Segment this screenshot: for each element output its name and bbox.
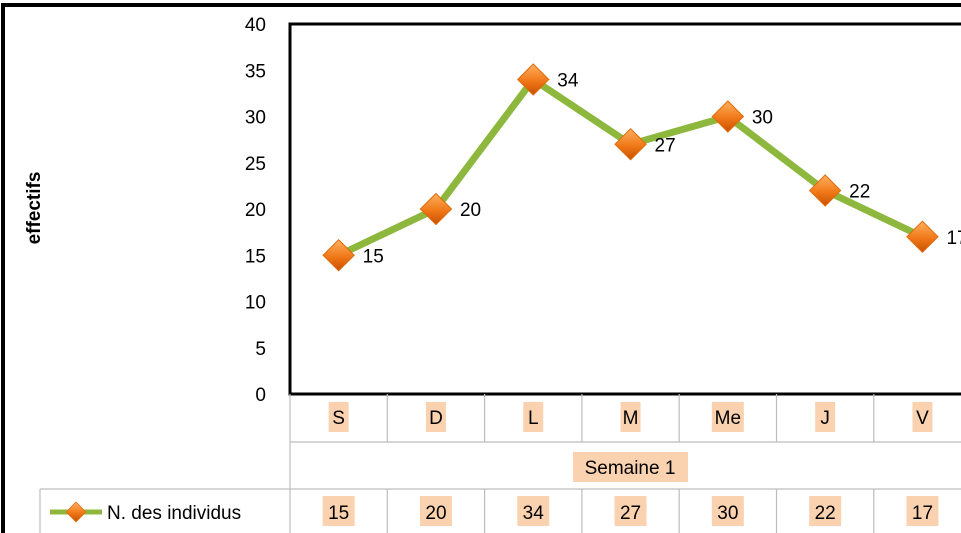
y-tick-label: 0 [255,385,266,406]
category-label: J [820,408,830,429]
table-value: 22 [815,503,836,524]
y-tick-label: 35 [245,61,266,82]
category-highlight [912,402,933,432]
table-value: 27 [620,503,641,524]
table-value: 30 [717,503,738,524]
data-label: 34 [557,71,579,92]
y-tick-label: 40 [245,15,266,36]
table-value-highlight [809,496,842,526]
category-highlight [425,402,446,432]
data-label: 27 [655,135,676,156]
data-point-marker [322,238,355,272]
chart-frame [1,3,961,533]
data-label: 20 [460,200,481,221]
data-label: 17 [946,228,961,249]
y-tick-label: 15 [245,246,266,267]
category-highlight [620,402,641,432]
series-line [335,76,926,259]
y-tick-label: 30 [245,108,266,129]
data-point-marker [808,174,842,207]
category-highlight [815,402,836,432]
category-label: V [916,408,929,429]
group-label-highlight [573,452,688,482]
table-value-highlight [614,496,647,526]
y-tick-label: 5 [255,339,266,360]
y-tick-label: 25 [245,154,266,175]
y-axis-label: effectifs [24,172,45,245]
category-label: M [623,408,639,429]
plot-area [288,22,961,396]
category-highlight [328,402,349,432]
category-label: S [332,408,345,429]
category-label: Me [715,408,741,429]
y-tick-label: 10 [245,293,266,314]
table-value-highlight [517,496,550,526]
data-table-columns: S 15 D 20 L 34 M 27 Me 30 J 22 V 17 [322,394,939,533]
data-point-marker [614,127,647,161]
category-highlight [523,402,544,432]
table-value: 34 [523,503,545,524]
table-value: 15 [328,503,349,524]
data-label: 30 [752,108,773,129]
table-value-highlight [322,496,355,526]
table-value-highlight [906,496,939,526]
table-value: 20 [425,503,446,524]
category-highlight [711,402,744,432]
legend-label: N. des individus [107,503,241,524]
y-tick-label: 20 [245,200,266,221]
data-point-marker [906,220,939,254]
y-axis-ticks: 0 5 10 15 20 25 30 35 40 [245,15,266,406]
data-point-marker [419,192,453,226]
data-table-grid [39,394,961,533]
data-point-marker [516,63,550,96]
data-label: 22 [849,182,870,203]
category-label: D [429,408,443,429]
legend-marker [65,501,87,523]
table-value-highlight [419,496,452,526]
data-point-marker [711,100,745,133]
table-value: 17 [912,503,933,524]
series-n-des-individus: 15 20 34 27 30 22 17 [322,63,961,272]
category-label: L [528,408,539,429]
group-label: Semaine 1 [585,458,676,479]
data-label: 15 [363,246,384,267]
table-value-highlight [711,496,744,526]
